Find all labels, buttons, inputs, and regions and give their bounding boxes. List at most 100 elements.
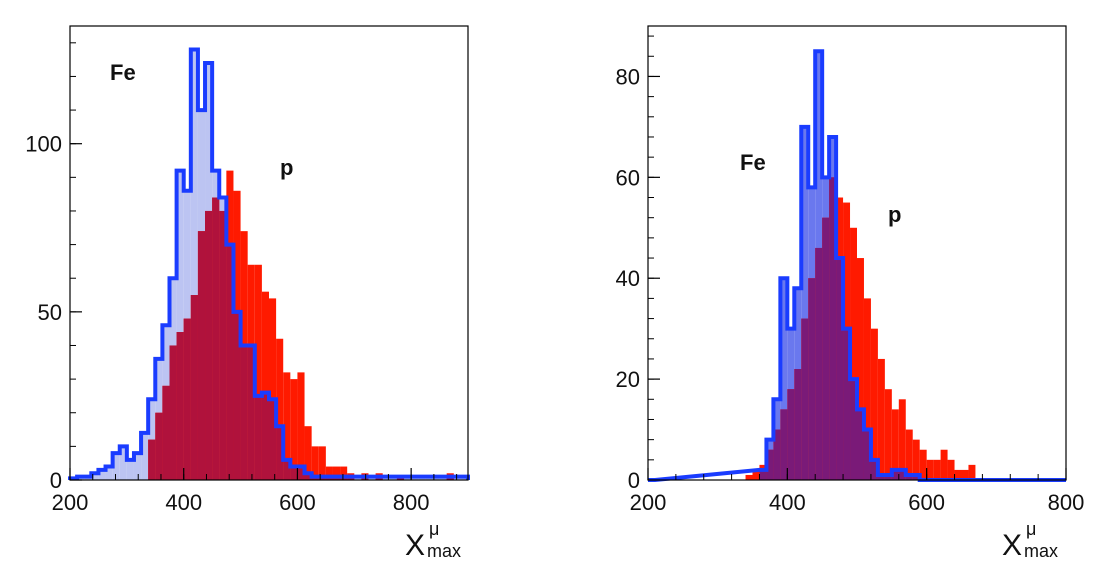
overlap-bar: [283, 459, 291, 480]
overlap-bar: [808, 278, 816, 480]
overlap-bar: [877, 474, 885, 480]
fe-bar-fill: [98, 469, 106, 480]
p-bar: [254, 264, 262, 480]
overlap-bar: [169, 345, 177, 480]
p-bar: [905, 429, 913, 480]
p-bar: [325, 466, 333, 480]
x-axis-title: X: [1002, 529, 1022, 562]
y-tick-label: 0: [628, 468, 640, 493]
p-bar: [332, 466, 341, 480]
overlap-bar: [829, 177, 837, 481]
p-bar: [933, 459, 941, 480]
x-axis-title: X: [405, 529, 425, 562]
p-bar: [850, 227, 857, 480]
overlap-bar: [276, 426, 284, 480]
overlap-bar: [240, 345, 248, 480]
overlap-bar: [787, 389, 795, 480]
p-bar: [940, 449, 948, 480]
overlap-bar: [843, 328, 851, 480]
overlap-bar: [197, 231, 206, 480]
overlap-bar: [850, 379, 857, 480]
fe-series-label: Fe: [740, 150, 766, 175]
p-bar: [297, 372, 305, 480]
overlap-bar: [247, 345, 255, 480]
fe-bar-fill: [126, 459, 134, 480]
overlap-bar: [233, 311, 241, 480]
overlap-bar: [773, 429, 781, 480]
y-tick-label: 60: [616, 165, 640, 190]
overlap-bar: [190, 295, 198, 480]
p-series-label: p: [888, 202, 901, 227]
overlap-bar: [836, 258, 844, 480]
overlap-bar: [205, 210, 213, 481]
fe-outline: [68, 47, 470, 481]
overlap-bar: [898, 469, 906, 480]
overlap-bar: [884, 474, 892, 480]
overlap-bar: [815, 247, 823, 480]
x-tick-label: 200: [630, 490, 667, 515]
fe-bar-fill: [112, 453, 120, 480]
overlap-bar: [219, 210, 227, 481]
p-series-label: p: [280, 155, 293, 180]
p-bar: [968, 464, 976, 480]
y-tick-label: 100: [25, 132, 62, 157]
overlap-bar: [162, 385, 170, 480]
fe-bar-fill: [141, 432, 149, 480]
overlap-bar: [912, 474, 920, 480]
overlap-bar: [148, 439, 156, 480]
p-bar: [954, 469, 962, 480]
fe-bar-fill: [176, 170, 184, 480]
overlap-bar: [254, 395, 262, 480]
p-bar: [290, 379, 298, 480]
x-axis-title-subscript: max: [427, 541, 461, 561]
p-bar: [304, 426, 312, 480]
p-bar: [877, 358, 885, 480]
p-bar: [269, 298, 277, 480]
fe-bar-fill: [801, 126, 809, 480]
overlap-bar: [290, 466, 298, 480]
p-bar: [884, 389, 892, 480]
p-bar: [311, 446, 319, 480]
p-bar: [961, 469, 969, 480]
p-bar: [919, 449, 927, 480]
x-tick-label: 800: [1048, 490, 1085, 515]
overlap-bar: [857, 409, 864, 480]
y-tick-label: 0: [50, 468, 62, 493]
fe-bar-fill: [133, 453, 142, 480]
p-bar: [261, 291, 269, 480]
fe-bar-fill: [105, 466, 113, 480]
fe-series-label: Fe: [110, 60, 136, 85]
p-bar: [863, 298, 871, 480]
p-bar: [276, 338, 284, 480]
overlap-bar: [870, 459, 878, 480]
fe-bar-fill: [190, 49, 198, 480]
y-tick-label: 40: [616, 266, 640, 291]
x-tick-label: 400: [165, 490, 202, 515]
overlap-bar: [801, 318, 809, 480]
overlap-bar: [176, 332, 184, 480]
p-bar: [318, 446, 326, 480]
p-bar: [912, 439, 920, 480]
p-bar: [870, 328, 878, 480]
x-tick-label: 200: [52, 490, 89, 515]
overlap-bar: [183, 318, 191, 480]
overlap-bar: [269, 399, 277, 480]
fe-bar-fill: [91, 473, 99, 480]
x-axis-title-superscript: μ: [1026, 519, 1036, 539]
p-bar: [857, 258, 864, 480]
overlap-bar: [780, 409, 788, 480]
overlap-bar: [212, 197, 220, 480]
x-axis-title-subscript: max: [1024, 541, 1058, 561]
y-tick-label: 50: [38, 300, 62, 325]
p-bar: [752, 469, 760, 480]
p-bar: [283, 372, 291, 480]
p-bar: [926, 459, 934, 480]
p-bar: [745, 474, 753, 480]
overlap-bar: [261, 392, 269, 480]
p-bar: [947, 459, 955, 480]
overlap-bar: [863, 429, 871, 480]
overlap-bar: [304, 473, 312, 480]
